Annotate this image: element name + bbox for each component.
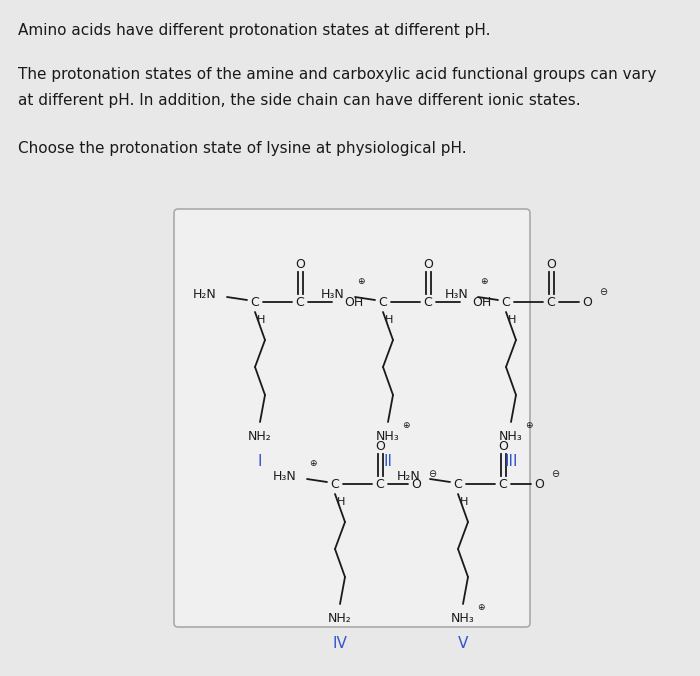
Text: H: H [385,315,393,325]
Text: C: C [295,295,304,308]
Text: II: II [384,454,393,470]
Text: C: C [424,295,433,308]
Text: NH₃: NH₃ [499,429,523,443]
Text: O: O [411,477,421,491]
Text: H₂N: H₂N [193,287,217,301]
Text: O: O [295,258,305,270]
Text: ⊕: ⊕ [357,278,365,287]
Text: C: C [454,477,463,491]
Text: ⊕: ⊕ [480,278,488,287]
Text: Amino acids have different protonation states at different pH.: Amino acids have different protonation s… [18,22,491,37]
Text: OH: OH [344,295,363,308]
FancyBboxPatch shape [174,209,530,627]
Text: O: O [375,439,385,452]
Text: C: C [498,477,508,491]
Text: ⊕: ⊕ [402,422,409,431]
Text: NH₃: NH₃ [451,612,475,625]
Text: ⊖: ⊖ [599,287,607,297]
Text: O: O [582,295,592,308]
Text: ⊕: ⊕ [477,604,484,612]
Text: C: C [379,295,387,308]
Text: C: C [251,295,260,308]
Text: C: C [502,295,510,308]
Text: O: O [498,439,508,452]
Text: H: H [257,315,265,325]
Text: C: C [330,477,340,491]
Text: IV: IV [332,637,347,652]
Text: H₃N: H₃N [273,470,297,483]
Text: Choose the protonation state of lysine at physiological pH.: Choose the protonation state of lysine a… [18,141,467,155]
Text: H₂N: H₂N [396,470,420,483]
Text: H₃N: H₃N [444,287,468,301]
Text: ⊖: ⊖ [428,469,436,479]
Text: OH: OH [472,295,491,308]
Text: at different pH. In addition, the side chain can have different ionic states.: at different pH. In addition, the side c… [18,93,580,107]
Text: ⊖: ⊖ [551,469,559,479]
Text: H: H [337,497,345,507]
Text: C: C [376,477,384,491]
Text: C: C [547,295,555,308]
Text: I: I [258,454,262,470]
Text: The protonation states of the amine and carboxylic acid functional groups can va: The protonation states of the amine and … [18,68,657,82]
Text: V: V [458,637,468,652]
Text: ⊕: ⊕ [309,460,316,468]
Text: O: O [423,258,433,270]
Text: NH₂: NH₂ [248,429,272,443]
Text: H: H [460,497,468,507]
Text: O: O [534,477,544,491]
Text: III: III [504,454,518,470]
Text: NH₃: NH₃ [376,429,400,443]
Text: H: H [508,315,516,325]
Text: NH₂: NH₂ [328,612,352,625]
Text: O: O [546,258,556,270]
Text: ⊕: ⊕ [525,422,533,431]
Text: H₃N: H₃N [321,287,345,301]
